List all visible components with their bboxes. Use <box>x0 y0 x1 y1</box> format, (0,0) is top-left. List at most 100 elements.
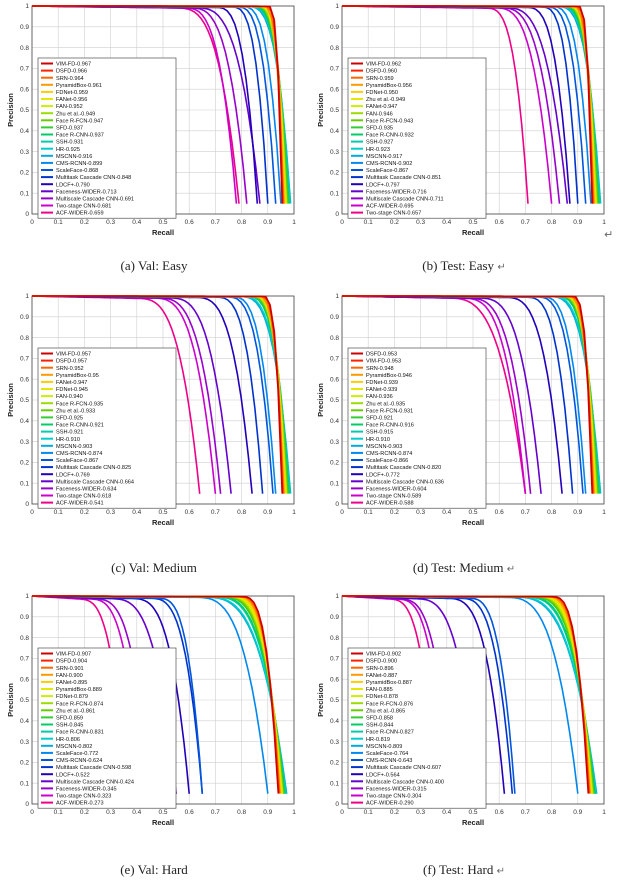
legend-label: ACF-WIDER-0.659 <box>56 211 104 217</box>
series-group <box>341 295 602 494</box>
legend: VIM-FD-0.962DSFD-0.960SRN-0.959PyramidBo… <box>347 57 487 219</box>
series-group <box>31 295 292 494</box>
x-tick-label: 0.9 <box>573 219 582 226</box>
x-tick-label: 0 <box>340 809 344 816</box>
pr-chart-svg: 00 0.1 0.1 0.2 0.2 0.3 0.3 0.4 0.4 0.5 0.5 0.6 0.6 0.… <box>316 593 606 827</box>
caption-return-mark: ↵ <box>496 866 505 877</box>
legend-label: FDNet-0.939 <box>366 380 398 386</box>
legend-label: Multiscale Cascade CNN-0.424 <box>56 779 134 785</box>
legend-label: FAN-0.952 <box>56 104 83 110</box>
legend-label: DSFD-0.953 <box>366 352 397 358</box>
legend-label: SSH-0.921 <box>56 430 83 436</box>
x-tick-label: 1 <box>292 509 296 516</box>
legend-label: PyramidBox-0.887 <box>366 680 412 686</box>
legend: VIM-FD-0.957DSFD-0.957SRN-0.952PyramidBo… <box>37 347 177 509</box>
legend-label: FANet-0.956 <box>56 97 87 103</box>
legend-label: Faceness-WIDER-0.713 <box>56 189 117 195</box>
x-tick-label: 0.7 <box>521 809 530 816</box>
legend-label: ACF-WIDER-0.588 <box>366 501 414 507</box>
legend-label: Zhu et al.-0.949 <box>56 111 95 117</box>
y-tick-label: 0.9 <box>330 24 339 31</box>
legend-label: PyramidBox-0.961 <box>56 83 102 89</box>
x-tick-label: 1 <box>602 509 606 516</box>
legend-box <box>347 347 487 509</box>
legend-label: Face R-CNN-0.932 <box>366 133 414 139</box>
pr-chart-svg: 00 0.1 0.1 0.2 0.2 0.3 0.3 0.4 0.4 0.5 0.5 0.6 0.6 0.… <box>6 293 296 527</box>
legend-label: ScaleFace-0.764 <box>366 751 408 757</box>
y-tick-label: 0.8 <box>20 635 29 642</box>
x-tick-label: 0.9 <box>263 509 272 516</box>
legend-label: SFD-0.858 <box>366 716 393 722</box>
legend-label: VIM-FD-0.967 <box>56 62 91 68</box>
legend-label: Two-stage CNN-0.589 <box>366 494 421 500</box>
y-tick-label: 0.5 <box>330 107 339 114</box>
legend-label: SRN-0.901 <box>56 666 84 672</box>
y-tick-label: 0.5 <box>20 397 29 404</box>
x-tick-label: 0.7 <box>521 219 530 226</box>
x-tick-label: 0.6 <box>185 219 194 226</box>
y-tick-label: 0 <box>335 211 339 218</box>
y-tick-label: 0.2 <box>20 170 29 177</box>
legend-label: Two-stage CNN-0.681 <box>56 204 111 210</box>
caption-return-mark: ↵ <box>497 262 506 273</box>
x-tick-label: 0 <box>340 509 344 516</box>
y-tick-label: 0.6 <box>20 86 29 93</box>
legend-label: Face R-CNN-0.921 <box>56 423 104 429</box>
x-tick-label: 0.5 <box>468 509 477 516</box>
legend-label: SFD-0.921 <box>366 416 393 422</box>
x-tick-label: 0.2 <box>80 809 89 816</box>
y-tick-label: 0.2 <box>20 760 29 767</box>
panel-caption: (e) Val: Hard <box>6 862 302 878</box>
y-tick-label: 0.4 <box>20 418 29 425</box>
x-tick-label: 0.2 <box>80 509 89 516</box>
y-tick-label: 0.7 <box>330 356 339 363</box>
legend-label: PyramidBox-0.946 <box>366 373 412 379</box>
x-axis-label: Recall <box>152 518 174 527</box>
panel-caption: (a) Val: Easy <box>6 258 302 274</box>
legend-label: ScaleFace-0.866 <box>366 458 408 464</box>
legend-label: HR-0.923 <box>366 147 390 153</box>
legend-label: ACF-WIDER-0.695 <box>366 204 414 210</box>
x-tick-label: 0.8 <box>237 809 246 816</box>
y-tick-label: 0.4 <box>330 128 339 135</box>
legend-label: HR-0.925 <box>56 147 80 153</box>
y-axis-label: Precision <box>6 683 15 717</box>
series-line <box>32 295 283 494</box>
y-tick-label: 0.6 <box>330 86 339 93</box>
legend-label: FAN-0.946 <box>366 111 393 117</box>
legend-label: VIM-FD-0.902 <box>366 652 401 658</box>
x-tick-label: 0.3 <box>416 219 425 226</box>
legend-label: HR-0.806 <box>56 737 80 743</box>
legend-label: Multitask Cascade CNN-0.851 <box>366 175 441 181</box>
x-axis-label: Recall <box>152 818 174 827</box>
y-axis-label: Precision <box>316 383 325 417</box>
y-tick-label: 0.7 <box>20 656 29 663</box>
legend-label: DSFD-0.904 <box>56 659 87 665</box>
y-tick-label: 0.1 <box>330 480 339 487</box>
x-tick-label: 0.3 <box>106 509 115 516</box>
y-tick-label: 0 <box>335 501 339 508</box>
x-tick-label: 0.1 <box>54 219 63 226</box>
y-tick-label: 0.6 <box>20 676 29 683</box>
x-tick-label: 0 <box>30 219 34 226</box>
x-tick-label: 0.8 <box>237 219 246 226</box>
stray-return-mark: ↵ <box>604 228 614 241</box>
x-tick-label: 0.4 <box>132 509 141 516</box>
legend-label: MSCNN-0.916 <box>56 154 92 160</box>
chart-panel-e: 0 0 0.1 0.1 0.2 0.2 0.3 0.3 0.4 0.4 0.5 0.5 0.6 0.6 0.… <box>6 590 302 884</box>
legend-label: FANet-0.887 <box>366 673 397 679</box>
legend-label: Face R-FCN-0.943 <box>366 118 413 124</box>
legend-label: SFD-0.937 <box>56 126 83 132</box>
legend-label: Face R-CNN-0.916 <box>366 423 414 429</box>
x-tick-label: 0.3 <box>416 509 425 516</box>
x-tick-label: 0.7 <box>211 219 220 226</box>
legend-label: FDNet-0.879 <box>56 694 88 700</box>
pr-chart-svg: 00 0.1 0.1 0.2 0.2 0.3 0.3 0.4 0.4 0.5 0.5 0.6 0.6 0.… <box>316 293 606 527</box>
x-tick-label: 0.1 <box>364 509 373 516</box>
chart-panel-c: 0 0 0.1 0.1 0.2 0.2 0.3 0.3 0.4 0.4 0.5 0.5 0.6 0.6 0.… <box>6 290 302 584</box>
y-tick-label: 0.8 <box>330 335 339 342</box>
pr-chart-svg: 00 0.1 0.1 0.2 0.2 0.3 0.3 0.4 0.4 0.5 0.5 0.6 0.6 0.… <box>316 3 606 237</box>
y-tick-label: 0.8 <box>330 45 339 52</box>
legend-label: MSCNN-0.903 <box>56 444 92 450</box>
legend-label: VIM-FD-0.957 <box>56 352 91 358</box>
